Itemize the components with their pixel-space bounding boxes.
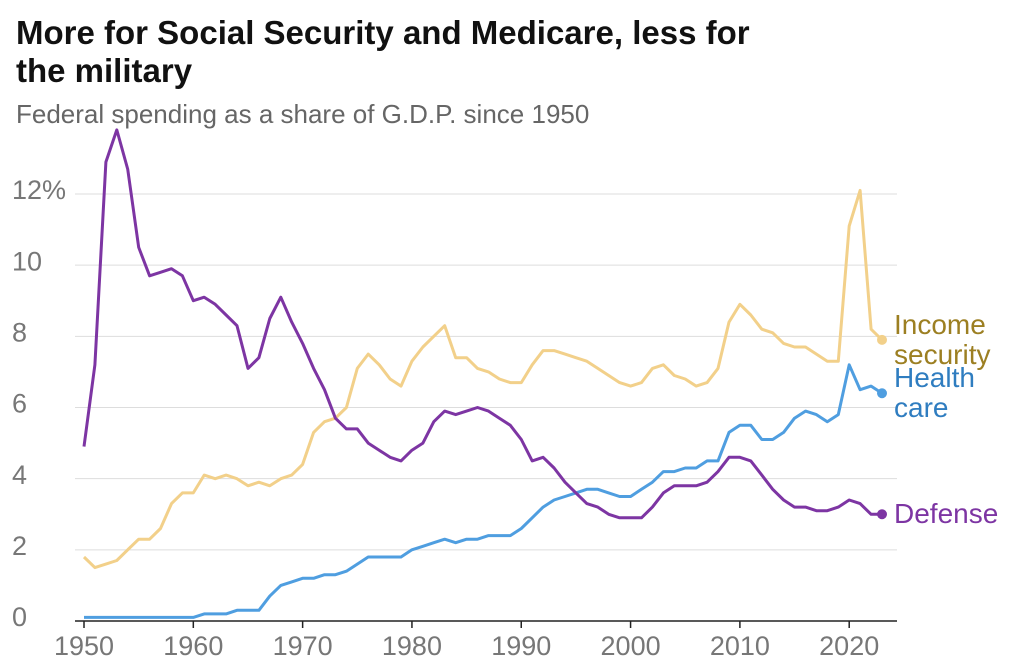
y-tick-label: 0 [12, 602, 27, 632]
chart-title: More for Social Security and Medicare, l… [16, 14, 750, 89]
y-tick-label: 10 [12, 246, 42, 276]
x-tick-label: 1990 [491, 631, 551, 661]
x-tick-label: 2010 [710, 631, 770, 661]
end-point [877, 388, 887, 399]
series-label: Income security [894, 308, 991, 370]
y-tick-label: 2 [12, 531, 27, 561]
x-tick-label: 2000 [601, 631, 661, 661]
y-tick-label: 12% [12, 175, 66, 205]
y-tick-label: 8 [12, 317, 27, 347]
series-line [84, 363, 883, 619]
end-point [877, 509, 887, 520]
chart-subtitle: Federal spending as a share of G.D.P. si… [16, 99, 590, 129]
series-label: Health care [894, 362, 975, 424]
y-tick-label: 6 [12, 389, 27, 419]
x-tick-label: 1960 [163, 631, 223, 661]
series-line [82, 128, 882, 520]
series-label: Defense [894, 498, 999, 530]
x-tick-label: 1970 [273, 631, 333, 661]
end-point [877, 334, 887, 345]
y-tick-label: 4 [12, 460, 27, 490]
series-line [82, 188, 884, 570]
x-tick-label: 2020 [819, 631, 879, 661]
x-tick-label: 1980 [382, 631, 442, 661]
x-tick-label: 1950 [54, 631, 114, 661]
